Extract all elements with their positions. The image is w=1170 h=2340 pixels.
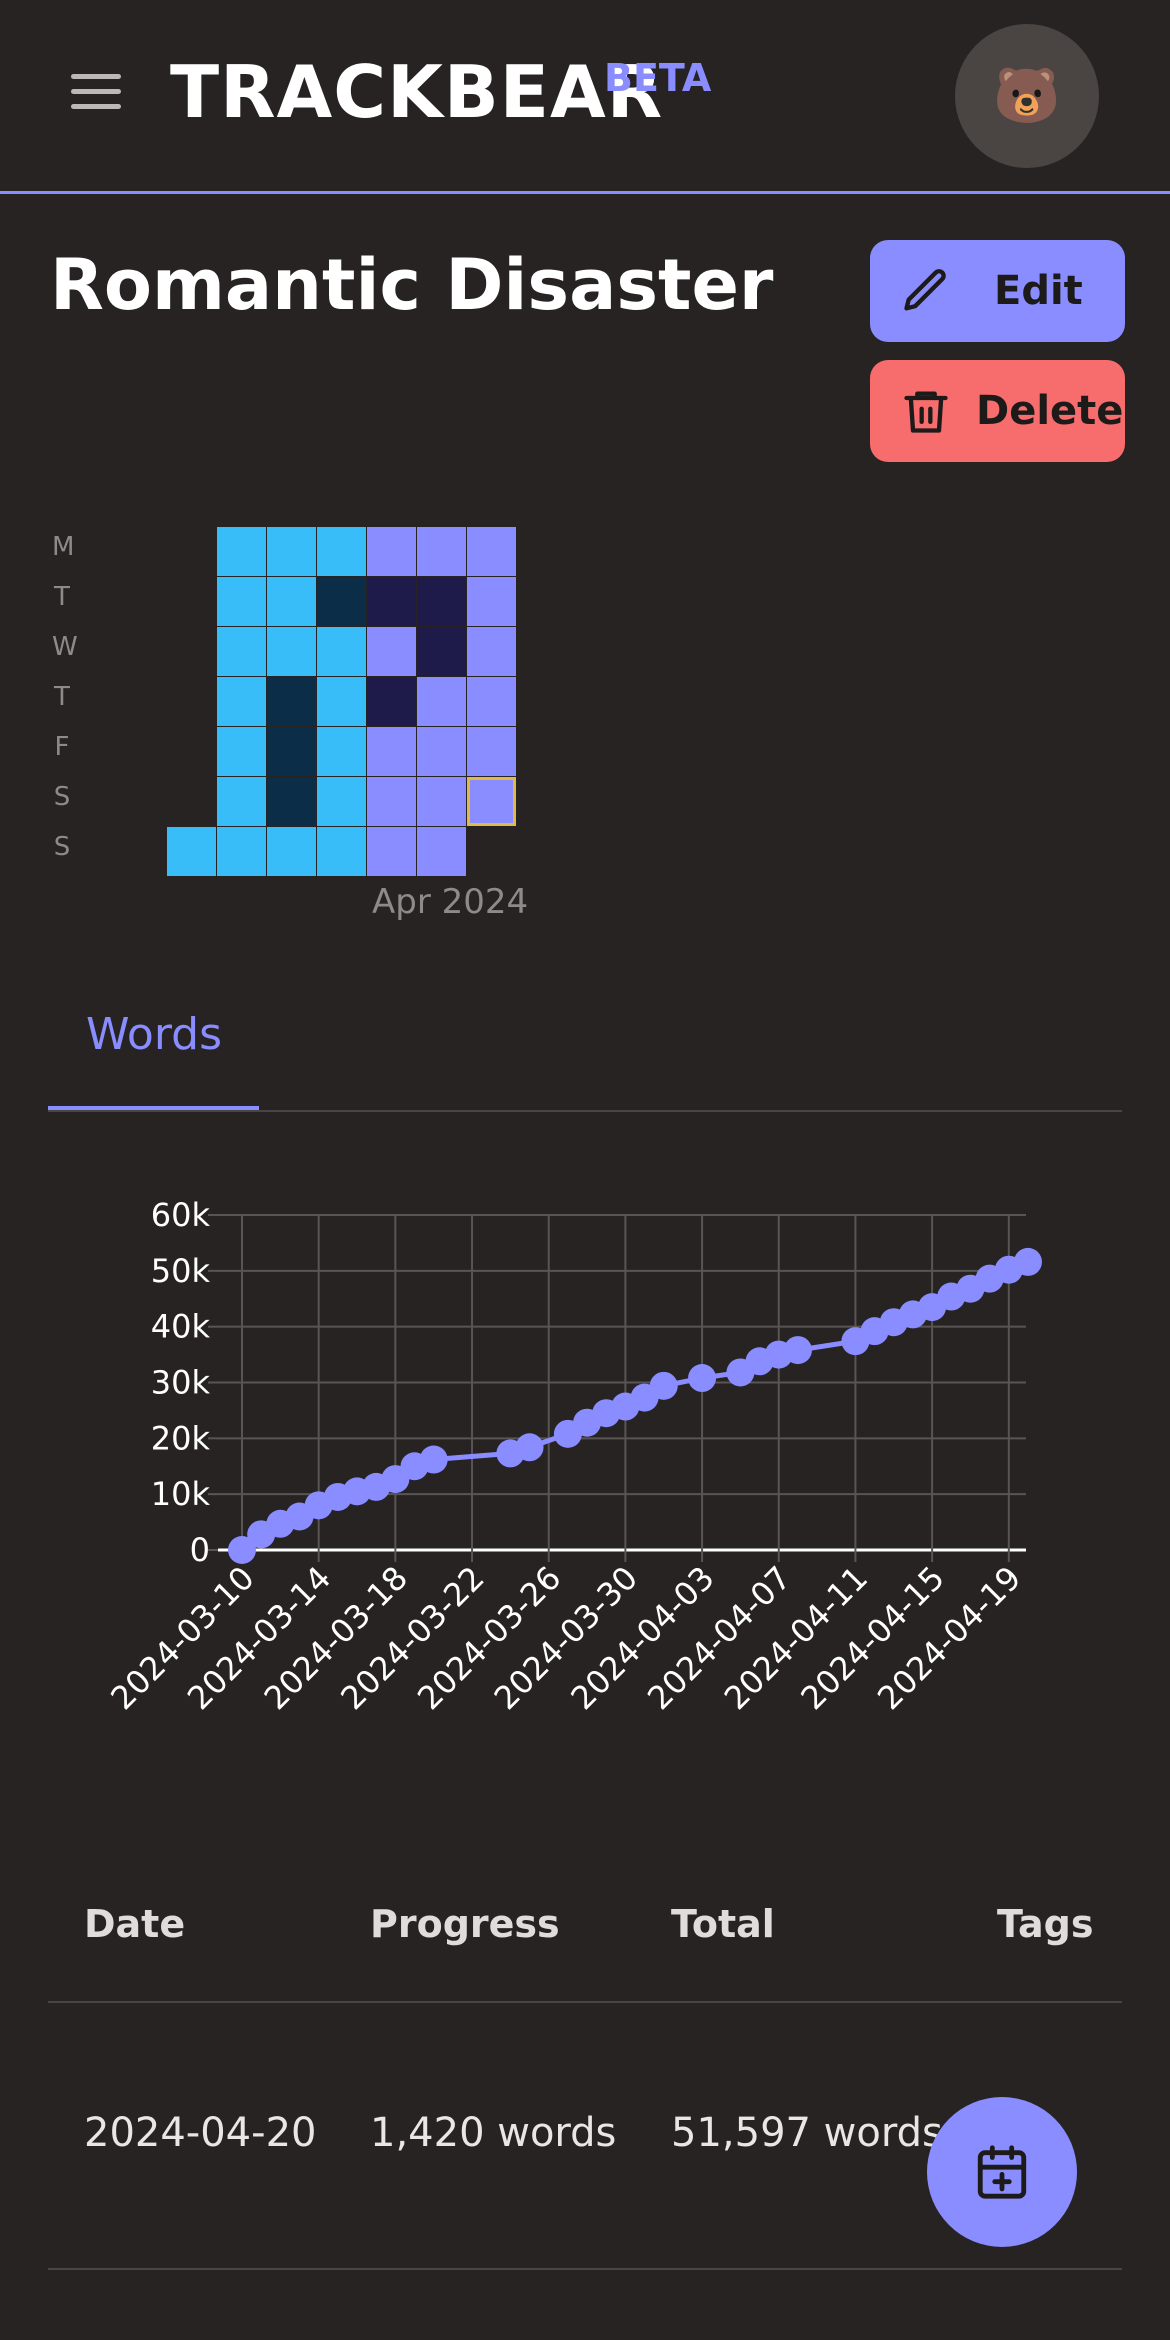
heatmap-day-cell[interactable]	[267, 577, 316, 626]
table-header-divider	[48, 2001, 1122, 2003]
heatmap-day-cell[interactable]	[417, 577, 466, 626]
edit-button[interactable]: Edit	[870, 240, 1125, 342]
weekday-label: W	[52, 632, 78, 662]
avatar[interactable]: 🐻	[955, 24, 1099, 168]
page-title: Romantic Disaster	[50, 244, 774, 326]
heatmap-day-cell[interactable]	[467, 777, 516, 826]
y-tick-label: 30k	[151, 1364, 211, 1402]
y-tick-label: 10k	[151, 1475, 211, 1513]
table-row-divider	[48, 2268, 1122, 2270]
y-tick-label: 60k	[151, 1196, 211, 1234]
heatmap-day-cell[interactable]	[417, 777, 466, 826]
y-tick-label: 50k	[151, 1252, 211, 1290]
data-point	[515, 1433, 544, 1462]
column-header-total[interactable]: Total	[671, 1902, 775, 1946]
trash-icon	[904, 391, 948, 433]
data-point	[1013, 1247, 1042, 1276]
weekday-label: T	[54, 582, 70, 612]
heatmap-day-cell[interactable]	[417, 527, 466, 576]
beta-badge: BETA	[604, 56, 712, 100]
heatmap-day-cell[interactable]	[217, 777, 266, 826]
heatmap-day-cell[interactable]	[417, 727, 466, 776]
weekday-label: M	[52, 532, 75, 562]
heatmap-day-cell[interactable]	[217, 827, 266, 876]
delete-label: Delete	[976, 388, 1124, 434]
heatmap-day-cell[interactable]	[467, 727, 516, 776]
heatmap-day-cell[interactable]	[317, 777, 366, 826]
heatmap-day-cell[interactable]	[267, 527, 316, 576]
heatmap-day-cell[interactable]	[317, 827, 366, 876]
tab-active-indicator	[48, 1106, 259, 1111]
hamburger-icon[interactable]	[66, 74, 126, 118]
heatmap-day-cell[interactable]	[317, 527, 366, 576]
words-chart: 010k20k30k40k50k60k2024-03-102024-03-142…	[103, 1196, 1042, 1717]
heatmap-day-cell[interactable]	[467, 677, 516, 726]
weekday-label: S	[53, 832, 71, 862]
y-tick-label: 20k	[151, 1419, 211, 1457]
edit-label: Edit	[994, 268, 1083, 314]
weekday-label: F	[54, 732, 70, 762]
tab-divider	[48, 1110, 1122, 1112]
heatmap-day-cell[interactable]	[317, 677, 366, 726]
calendar-plus-icon	[977, 2145, 1027, 2199]
heatmap-day-cell[interactable]	[267, 677, 316, 726]
data-point	[228, 1536, 256, 1564]
delete-button[interactable]: Delete	[870, 360, 1125, 462]
heatmap-day-cell[interactable]	[267, 627, 316, 676]
heatmap-day-cell[interactable]	[467, 627, 516, 676]
heatmap-day-cell[interactable]	[417, 677, 466, 726]
table-cell-date: 2024-04-20	[84, 2110, 317, 2156]
brand-logo[interactable]: TRACKBEAR	[170, 50, 664, 134]
heatmap-day-cell[interactable]	[317, 727, 366, 776]
heatmap-day-cell[interactable]	[367, 777, 416, 826]
weekday-label: T	[54, 682, 70, 712]
heatmap-day-cell[interactable]	[367, 727, 416, 776]
heatmap-day-cell[interactable]	[267, 777, 316, 826]
heatmap-day-cell[interactable]	[417, 827, 466, 876]
data-point	[688, 1364, 717, 1393]
heatmap-month-label: Apr 2024	[372, 882, 529, 922]
data-point	[649, 1371, 678, 1400]
add-tally-button[interactable]	[927, 2097, 1077, 2247]
column-header-progress[interactable]: Progress	[370, 1902, 560, 1946]
heatmap-day-cell[interactable]	[367, 527, 416, 576]
top-bar: TRACKBEAR BETA 🐻	[0, 0, 1170, 194]
heatmap-day-cell[interactable]	[417, 627, 466, 676]
column-header-tags[interactable]: Tags	[997, 1902, 1094, 1946]
heatmap-day-cell[interactable]	[367, 827, 416, 876]
heatmap-day-cell[interactable]	[217, 577, 266, 626]
y-tick-label: 0	[190, 1531, 210, 1569]
heatmap-day-cell[interactable]	[467, 577, 516, 626]
heatmap-day-cell[interactable]	[317, 577, 366, 626]
heatmap-day-cell[interactable]	[467, 527, 516, 576]
data-point	[783, 1336, 812, 1365]
heatmap-day-cell[interactable]	[267, 827, 316, 876]
table-cell-total: 51,597 words	[671, 2110, 943, 2156]
column-header-date[interactable]: Date	[84, 1902, 186, 1946]
y-tick-label: 40k	[151, 1308, 211, 1346]
heatmap-day-cell[interactable]	[217, 677, 266, 726]
table-cell-progress: 1,420 words	[370, 2110, 617, 2156]
heatmap-day-cell[interactable]	[367, 627, 416, 676]
heatmap-day-cell[interactable]	[317, 627, 366, 676]
data-point	[419, 1445, 448, 1474]
heatmap-day-cell[interactable]	[217, 527, 266, 576]
pencil-icon	[904, 269, 946, 311]
heatmap-day-cell[interactable]	[167, 827, 216, 876]
heatmap-day-cell[interactable]	[367, 577, 416, 626]
weekday-label: S	[53, 782, 71, 812]
heatmap-day-cell[interactable]	[217, 627, 266, 676]
heatmap-day-cell[interactable]	[367, 677, 416, 726]
heatmap-day-cell[interactable]	[217, 727, 266, 776]
tab-words[interactable]: Words	[85, 1009, 223, 1060]
heatmap-day-cell[interactable]	[267, 727, 316, 776]
